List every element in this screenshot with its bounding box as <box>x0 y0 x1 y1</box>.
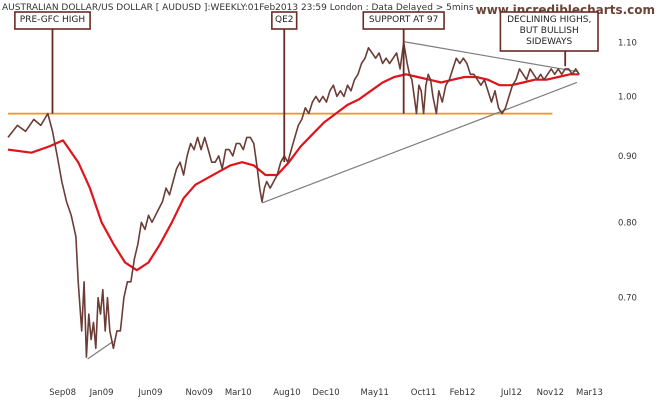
annotation-label: SIDEWAYS <box>526 37 572 47</box>
y-tick-label: 0.70 <box>618 294 637 304</box>
x-tick-label: Jan09 <box>89 388 114 398</box>
x-tick-label: Aug10 <box>273 388 300 398</box>
annotation-label: PRE-GFC HIGH <box>20 15 85 25</box>
x-tick-label: Mar10 <box>225 388 252 398</box>
moving-average-layer <box>7 73 580 272</box>
y-tick-label: 0.80 <box>618 218 637 228</box>
y-tick-label: 0.90 <box>618 152 637 162</box>
x-tick-label: Nov12 <box>537 388 564 398</box>
annotation-label: DECLINING HIGHS, <box>507 15 591 25</box>
x-tick-label: Jun09 <box>137 388 162 398</box>
x-tick-label: Oct11 <box>411 388 437 398</box>
x-tick-label: May11 <box>361 388 389 398</box>
axis-layer: 0.70 0.80 0.90 1.00 1.10 Sep08 Jan09 Jun09 Nov09… <box>49 39 637 398</box>
trendline-1 <box>87 340 114 360</box>
x-tick-label: Sep08 <box>49 388 76 398</box>
price-layer <box>7 41 580 358</box>
chart-title: AUSTRALIAN DOLLAR/US DOLLAR [ AUDUSD ]:W… <box>2 3 474 13</box>
x-tick-label: Dec10 <box>312 388 339 398</box>
annotation-label: SUPPORT AT 97 <box>369 15 438 25</box>
annotation-box <box>14 11 91 30</box>
x-tick-label: Jul12 <box>500 388 522 398</box>
trendline-2 <box>261 81 578 204</box>
y-tick-label: 1.10 <box>618 39 637 49</box>
trendline-3 <box>403 41 578 73</box>
annotation-label: QE2 <box>275 15 294 25</box>
trendline-layer <box>87 41 578 360</box>
price-line <box>7 41 580 358</box>
moving-average-line <box>7 73 580 272</box>
annotation-support: SUPPORT AT 97 <box>362 11 445 114</box>
annotation-layer: PRE-GFC HIGH QE2 SUPPORT AT 97 DECLINING HI… <box>14 11 599 163</box>
annotation-box <box>499 11 599 52</box>
annotation-box <box>271 11 298 30</box>
annotation-qe2: QE2 <box>271 11 298 163</box>
annotation-label: BUT BULLISH <box>520 26 579 36</box>
x-tick-label: Feb12 <box>450 388 476 398</box>
y-tick-label: 1.00 <box>618 92 637 102</box>
annotation-pre-gfc: PRE-GFC HIGH <box>14 11 91 114</box>
annotation-box <box>362 11 445 30</box>
x-tick-label: Mar13 <box>576 388 603 398</box>
x-tick-label: Nov09 <box>185 388 212 398</box>
